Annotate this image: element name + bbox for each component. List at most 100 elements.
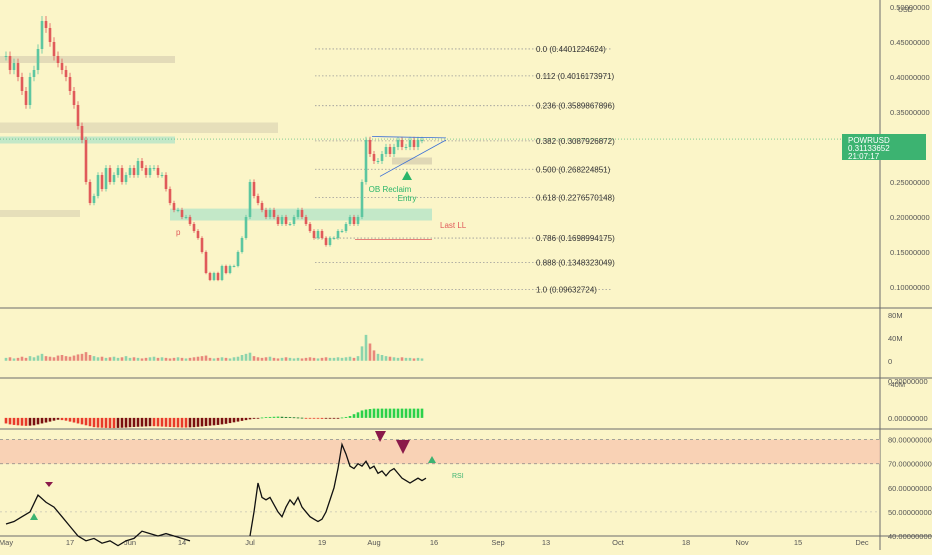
momentum-bar-85	[344, 416, 348, 418]
volume-bar-80	[324, 357, 328, 361]
volume-bar-49	[200, 356, 204, 361]
volume-bar-58	[236, 356, 240, 361]
volume-bar-68	[276, 358, 280, 361]
price-tick-2: 0.20000000	[890, 213, 930, 222]
momentum-bar-49	[200, 417, 204, 427]
candle-96	[388, 147, 392, 154]
volume-bar-71	[288, 357, 292, 361]
volume-bar-77	[312, 357, 316, 361]
volume-bar-48	[196, 356, 200, 361]
fib-label-7: 0.888 (0.1348323049)	[536, 259, 615, 268]
candle-77	[312, 231, 316, 238]
price-tick-5: 0.40000000	[890, 73, 930, 82]
candle-72	[292, 217, 296, 224]
volume-bar-27	[112, 356, 116, 361]
candle-27	[112, 175, 116, 182]
momentum-bar-79	[320, 417, 324, 419]
momentum-bar-70	[284, 416, 288, 418]
x-tick-0: May	[0, 538, 13, 547]
price-tag-value: 0.31133652	[848, 144, 890, 153]
momentum-bar-7	[32, 417, 36, 426]
volume-bar-5	[24, 357, 28, 361]
volume-bar-33	[136, 357, 140, 361]
volume-bar-46	[188, 357, 192, 361]
momentum-bar-13	[56, 417, 60, 420]
momentum-bar-54	[220, 417, 224, 425]
candle-50	[204, 252, 208, 273]
volume-tick-1: 40M	[888, 334, 903, 343]
volume-bar-9	[40, 353, 44, 361]
momentum-bar-64	[260, 417, 264, 419]
momentum-bar-44	[180, 417, 184, 428]
candle-14	[60, 63, 64, 70]
candle-86	[348, 217, 352, 224]
momentum-bar-102	[412, 408, 416, 418]
candle-91	[368, 140, 372, 154]
demand-zone-left	[0, 136, 175, 144]
momentum-bar-3	[16, 417, 20, 426]
momentum-bar-12	[52, 417, 56, 421]
x-tick-12: Nov	[735, 538, 749, 547]
volume-bar-74	[300, 358, 304, 361]
volume-bar-64	[260, 357, 264, 361]
volume-bar-47	[192, 357, 196, 361]
volume-bar-75	[304, 357, 308, 361]
momentum-bar-27	[112, 417, 116, 429]
x-tick-13: 15	[794, 538, 802, 547]
candle-82	[332, 238, 336, 239]
price-tick-4: 0.35000000	[890, 108, 930, 117]
volume-bar-36	[148, 357, 152, 361]
fib-label-4: 0.500 (0.268224851)	[536, 165, 611, 174]
volume-bar-32	[132, 357, 136, 361]
volume-bar-17	[72, 355, 76, 361]
candle-55	[224, 266, 228, 273]
volume-bar-8	[36, 355, 40, 361]
fib-label-2: 0.236 (0.3589867896)	[536, 102, 615, 111]
candle-92	[372, 154, 376, 161]
volume-bar-104	[420, 358, 424, 361]
volume-tick-3: -40M	[888, 380, 905, 389]
candle-16	[68, 77, 72, 91]
volume-bar-96	[388, 356, 392, 361]
candle-57	[232, 266, 236, 267]
volume-bar-56	[228, 358, 232, 361]
candle-78	[316, 231, 320, 238]
candle-46	[188, 217, 192, 224]
momentum-bar-31	[128, 417, 132, 428]
candle-80	[324, 238, 328, 245]
x-tick-9: 13	[542, 538, 550, 547]
candle-51	[208, 273, 212, 280]
candle-66	[268, 210, 272, 217]
volume-bar-20	[84, 352, 88, 361]
momentum-bar-2	[12, 417, 16, 425]
price-tick-6: 0.45000000	[890, 38, 930, 47]
volume-bar-99	[400, 357, 404, 361]
flag-zone	[392, 157, 432, 165]
momentum-bar-74	[300, 417, 304, 419]
momentum-bar-26	[108, 417, 112, 429]
triangle-lower-line	[379, 139, 447, 177]
x-tick-6: Aug	[367, 538, 380, 547]
candle-67	[272, 210, 276, 217]
momentum-bar-98	[396, 408, 400, 418]
candle-13	[56, 56, 60, 63]
momentum-bar-37	[152, 417, 156, 427]
rsi-line-b	[249, 442, 427, 537]
candle-19	[80, 126, 84, 140]
momentum-bar-11	[48, 417, 52, 422]
momentum-bar-69	[280, 416, 284, 418]
momentum-bar-67	[272, 416, 276, 418]
momentum-bar-50	[204, 417, 208, 427]
volume-bar-40	[164, 357, 168, 361]
volume-bar-18	[76, 354, 80, 361]
volume-bar-81	[328, 357, 332, 361]
candle-95	[384, 147, 388, 154]
momentum-bar-89	[360, 410, 364, 418]
candle-36	[148, 168, 152, 175]
volume-bar-82	[332, 357, 336, 361]
candle-53	[216, 273, 220, 280]
annotation-last-ll: Last LL	[440, 221, 467, 230]
annotation-entry: Entry	[398, 194, 417, 203]
